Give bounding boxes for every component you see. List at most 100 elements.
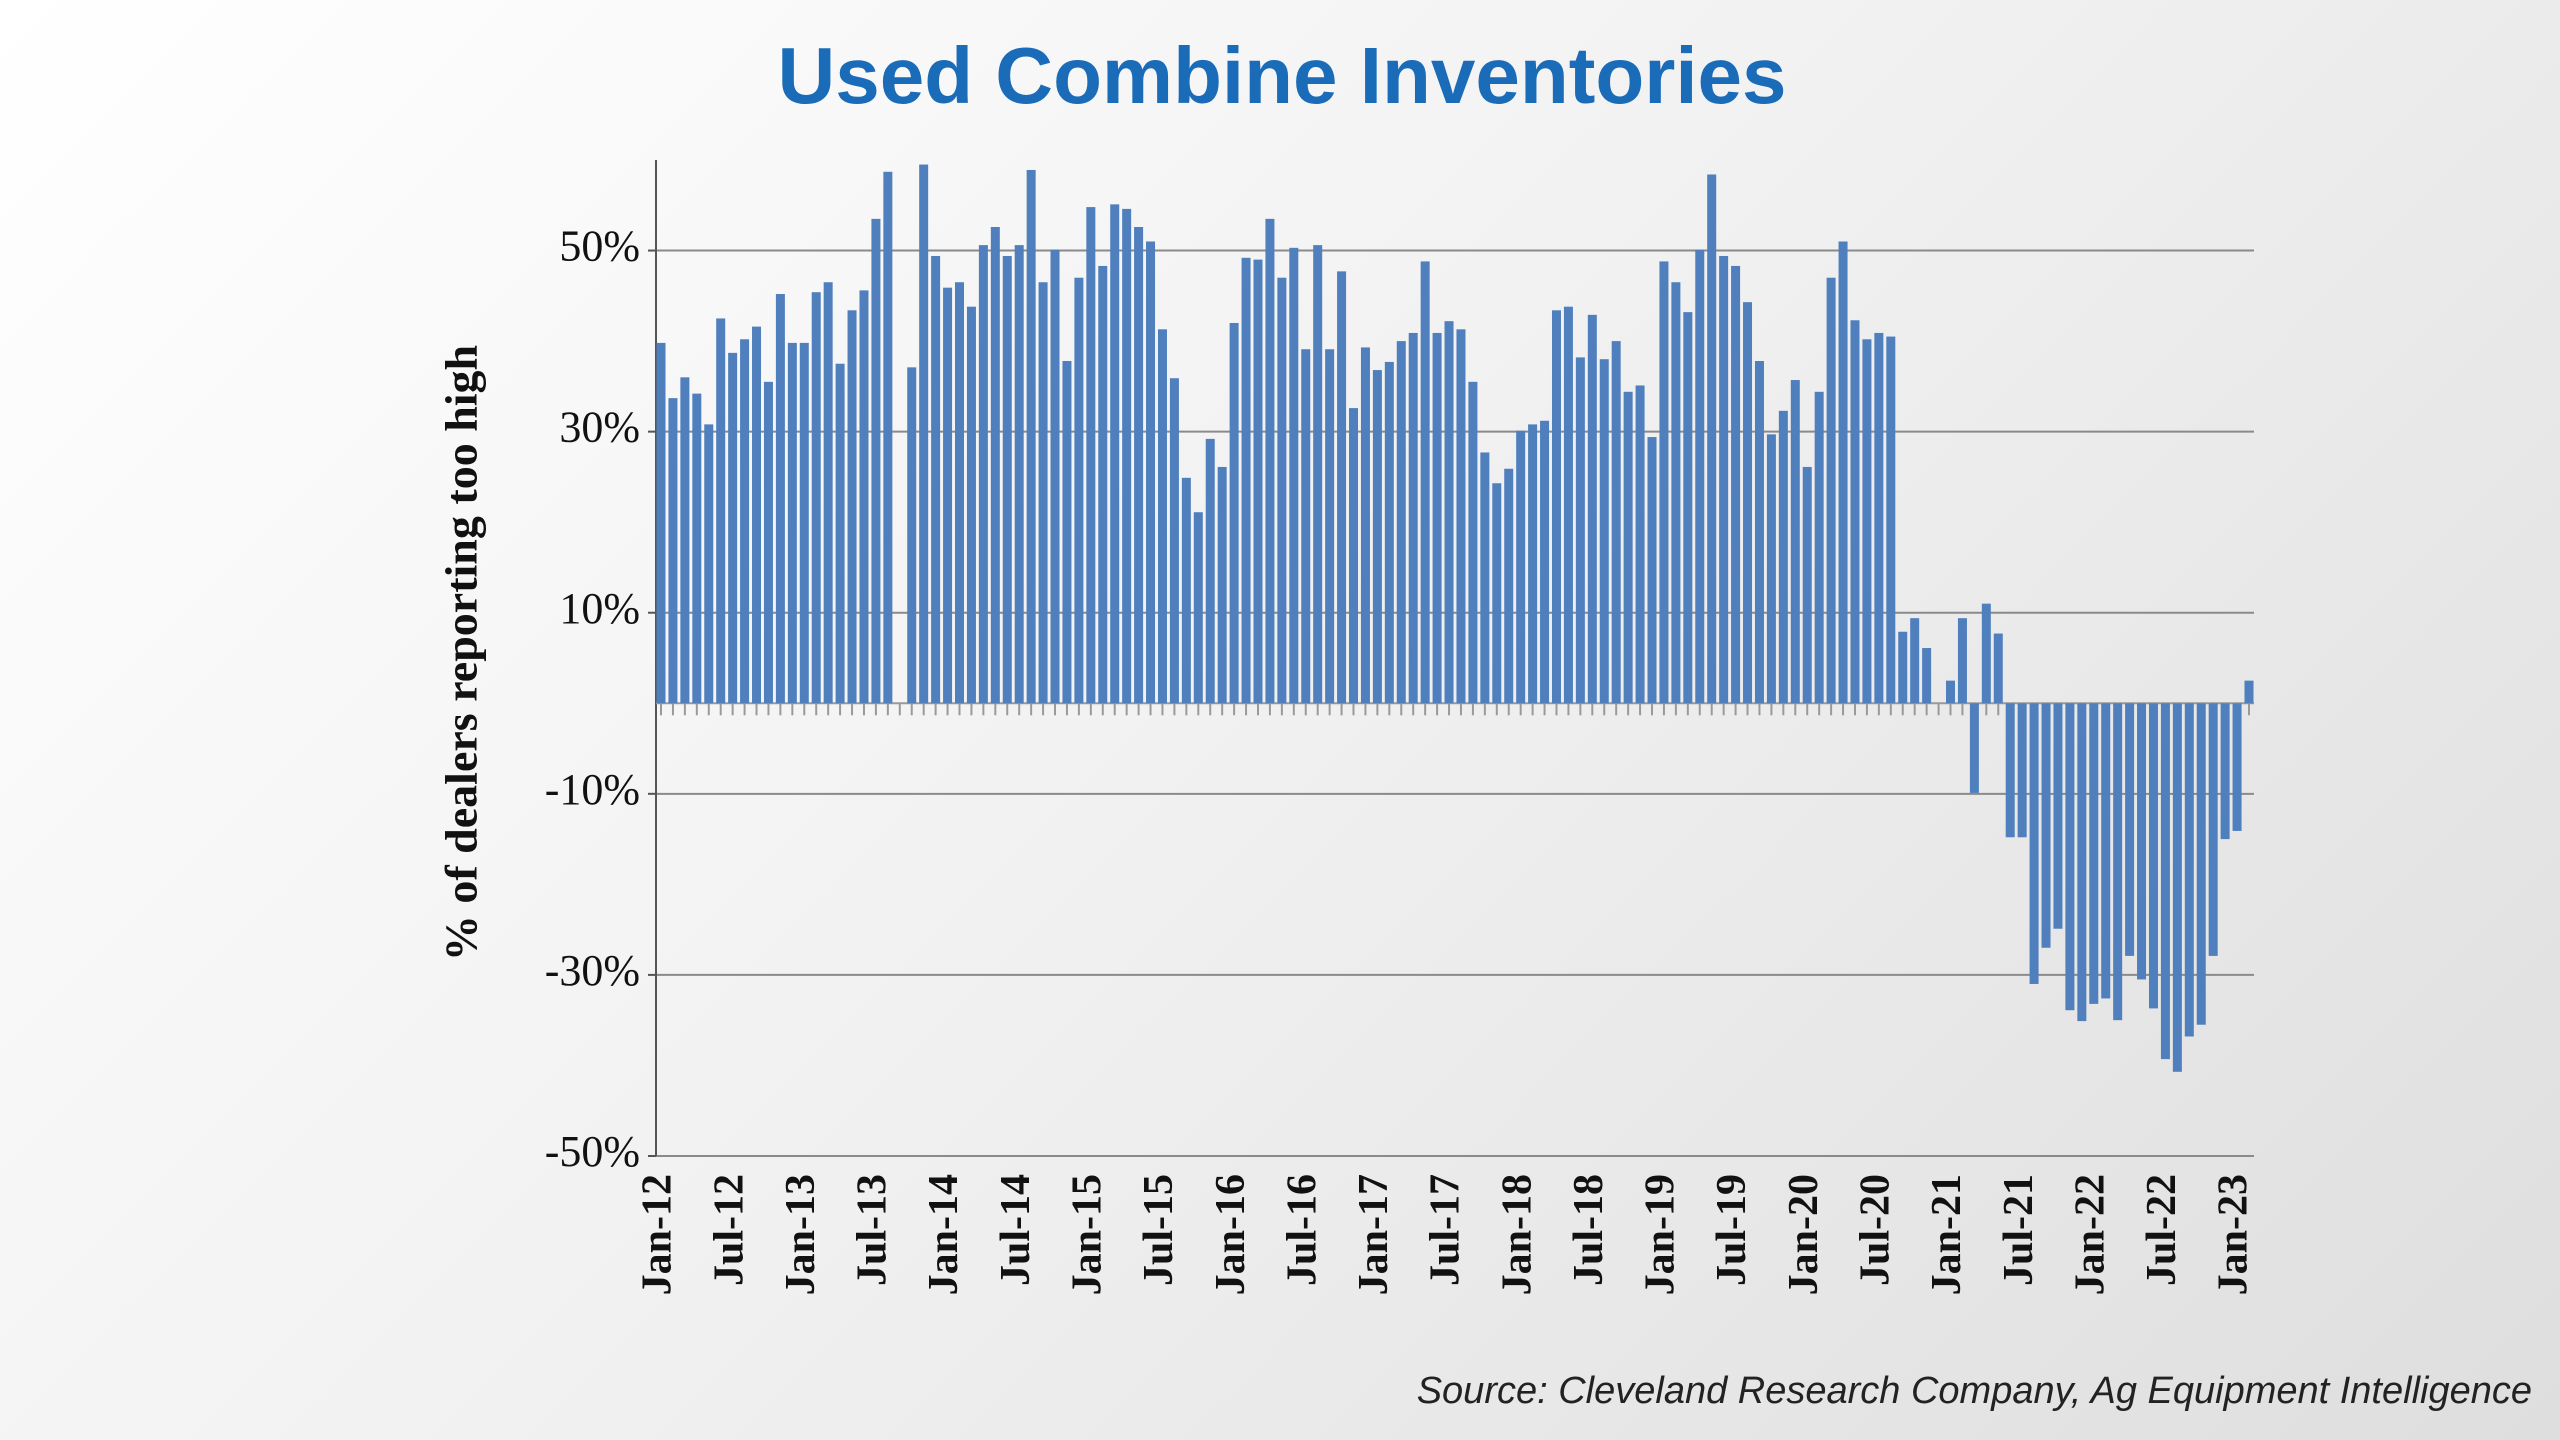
bar bbox=[1790, 380, 1800, 704]
bar bbox=[2220, 703, 2230, 840]
bar bbox=[2137, 703, 2147, 980]
bar bbox=[2029, 703, 2039, 984]
bar bbox=[1384, 361, 1394, 704]
bar bbox=[1981, 603, 1991, 704]
bar bbox=[1086, 207, 1096, 704]
x-tick-label: Jul-12 bbox=[706, 1174, 752, 1286]
chart-title: Used Combine Inventories bbox=[777, 31, 1786, 120]
bar bbox=[1002, 255, 1012, 704]
y-tick-label: -50% bbox=[545, 1127, 640, 1176]
bar bbox=[1814, 391, 1824, 704]
bar bbox=[1456, 329, 1466, 704]
bar bbox=[2017, 703, 2027, 838]
bar bbox=[1611, 341, 1621, 704]
bar bbox=[2160, 703, 2170, 1060]
bar bbox=[1922, 648, 1932, 704]
bar bbox=[1778, 410, 1788, 704]
bar bbox=[2232, 703, 2242, 831]
bar bbox=[2244, 680, 2254, 704]
bar bbox=[978, 245, 988, 704]
bar bbox=[1193, 512, 1203, 704]
x-tick-label: Jan-23 bbox=[2211, 1174, 2257, 1295]
bar bbox=[966, 306, 976, 704]
bar bbox=[1349, 408, 1359, 704]
bar bbox=[1253, 259, 1263, 704]
bar bbox=[1969, 703, 1979, 793]
source-note: Source: Cleveland Research Company, Ag E… bbox=[1417, 1370, 2532, 1412]
bar bbox=[2077, 703, 2087, 1022]
bar bbox=[1957, 618, 1967, 704]
x-tick-label: Jan-21 bbox=[1924, 1174, 1970, 1295]
y-tick-label: 10% bbox=[559, 584, 640, 633]
bar bbox=[1014, 245, 1024, 704]
bar bbox=[859, 290, 869, 704]
bar bbox=[1504, 468, 1514, 704]
bar bbox=[1277, 277, 1287, 704]
bar bbox=[740, 339, 750, 704]
x-tick-label: Jul-19 bbox=[1709, 1174, 1755, 1286]
bar bbox=[1993, 633, 2003, 704]
bar bbox=[2148, 703, 2158, 1009]
x-tick-label: Jan-14 bbox=[921, 1174, 967, 1295]
bar bbox=[2041, 703, 2051, 948]
x-tick-label: Jul-20 bbox=[1853, 1174, 1899, 1286]
bar bbox=[1802, 466, 1812, 704]
bar bbox=[2125, 703, 2135, 956]
x-tick-label: Jul-21 bbox=[1996, 1174, 2042, 1286]
x-tick-label: Jan-17 bbox=[1351, 1174, 1397, 1295]
x-tick-label: Jul-18 bbox=[1566, 1174, 1612, 1286]
x-tick-label: Jan-13 bbox=[778, 1174, 824, 1295]
bar bbox=[1719, 255, 1729, 704]
bar bbox=[1671, 282, 1681, 704]
bar bbox=[1563, 306, 1573, 704]
x-tick-label: Jul-15 bbox=[1136, 1174, 1182, 1286]
bar bbox=[716, 318, 726, 704]
bar bbox=[775, 294, 785, 704]
bar bbox=[2113, 703, 2123, 1021]
bar bbox=[1886, 336, 1896, 704]
bar bbox=[1659, 261, 1669, 704]
bar bbox=[2089, 703, 2099, 1004]
bar bbox=[883, 171, 893, 704]
bar bbox=[1492, 483, 1502, 704]
x-tick-label: Jan-18 bbox=[1494, 1174, 1540, 1295]
bar bbox=[2101, 703, 2111, 999]
bar bbox=[763, 381, 773, 704]
bar bbox=[1516, 430, 1526, 704]
bar bbox=[919, 164, 929, 704]
bar bbox=[1575, 357, 1585, 704]
x-tick-label: Jul-16 bbox=[1279, 1174, 1325, 1286]
bar bbox=[1551, 310, 1561, 704]
y-tick-label: -10% bbox=[545, 765, 640, 814]
bar bbox=[1838, 241, 1848, 704]
bar bbox=[931, 255, 941, 704]
bar bbox=[1528, 424, 1538, 704]
bar bbox=[1122, 208, 1132, 704]
bar bbox=[1062, 361, 1072, 704]
bar bbox=[1540, 420, 1550, 704]
x-tick-label: Jan-22 bbox=[2067, 1174, 2113, 1295]
bar bbox=[1146, 241, 1156, 704]
x-tick-label: Jul-17 bbox=[1423, 1174, 1469, 1286]
bar bbox=[2172, 703, 2182, 1072]
bar bbox=[2065, 703, 2075, 1011]
bar bbox=[1420, 261, 1430, 704]
bar bbox=[823, 282, 833, 704]
bar bbox=[1301, 349, 1311, 704]
bar bbox=[2184, 703, 2194, 1037]
x-tick-label: Jan-12 bbox=[635, 1174, 681, 1295]
bar bbox=[1731, 265, 1741, 704]
bar bbox=[1647, 437, 1657, 704]
bar bbox=[1408, 332, 1418, 704]
bar bbox=[1026, 169, 1036, 704]
bar bbox=[1766, 434, 1776, 704]
bar bbox=[2053, 703, 2063, 929]
bar bbox=[847, 310, 857, 704]
bar bbox=[943, 287, 953, 704]
bar bbox=[752, 326, 762, 704]
bar bbox=[1289, 247, 1299, 704]
bar bbox=[1038, 282, 1048, 704]
bar bbox=[1157, 329, 1167, 704]
bar bbox=[1754, 361, 1764, 704]
